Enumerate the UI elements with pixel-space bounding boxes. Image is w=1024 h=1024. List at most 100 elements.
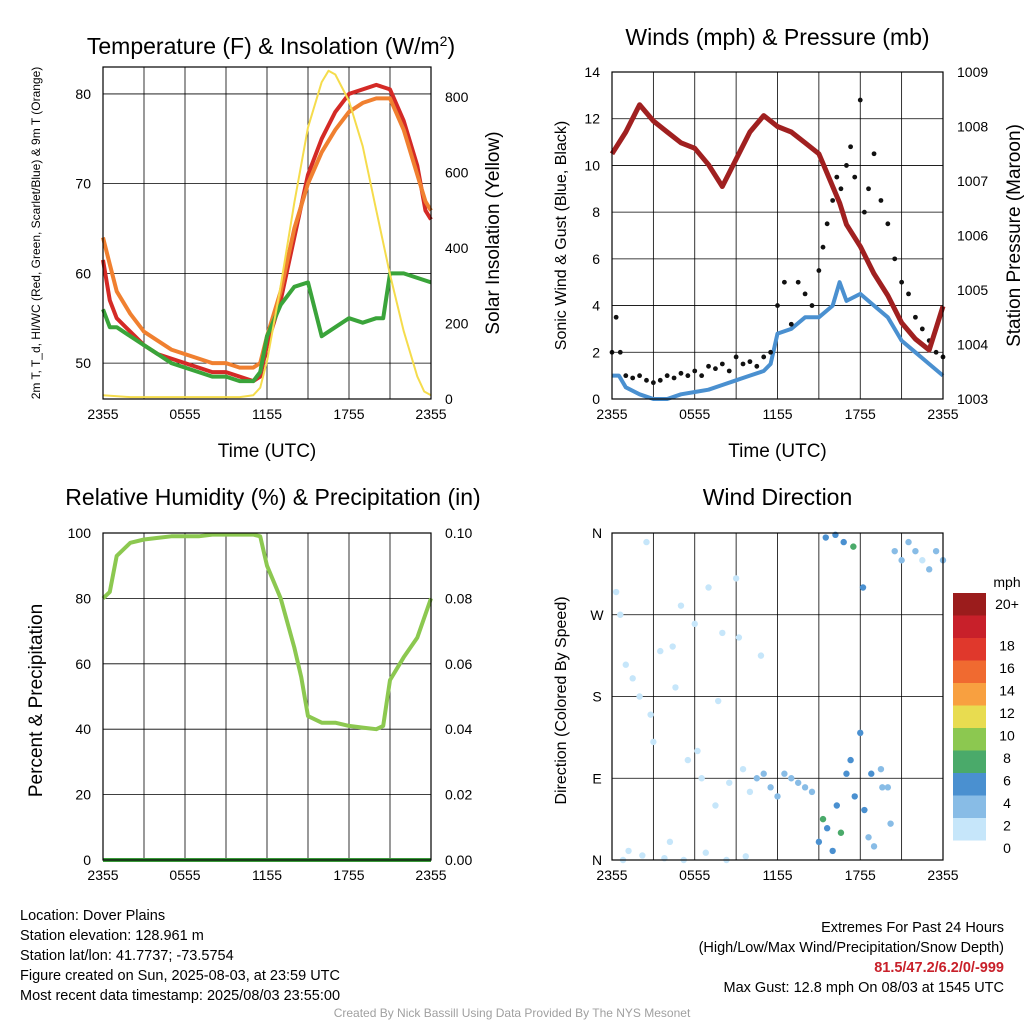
y2-tick-label: 0.06: [445, 656, 472, 672]
direction-point: [672, 684, 679, 691]
y2-tick-label: 1006: [957, 228, 988, 244]
y-tick-label: 8: [592, 204, 600, 220]
gust-point: [664, 373, 670, 379]
direction-point: [847, 756, 854, 764]
extremes-info: Extremes For Past 24 Hours (High/Low/Max…: [699, 918, 1004, 998]
y-axis-label: Direction (Colored By Speed): [553, 596, 570, 804]
y-tick-label: 2: [592, 344, 600, 360]
gust-point: [852, 174, 858, 180]
gust-point: [740, 361, 746, 367]
y-tick-label: N: [592, 852, 602, 868]
direction-point: [850, 543, 857, 550]
gust-point: [885, 221, 891, 227]
gust-point: [747, 359, 753, 365]
gust-point: [781, 279, 787, 285]
gust-point: [706, 363, 711, 369]
gust-point: [866, 186, 871, 192]
direction-point: [684, 756, 692, 764]
direction-point: [837, 829, 845, 836]
x-tick-label: 0555: [679, 867, 710, 883]
gust-point: [919, 326, 925, 332]
gust-point: [699, 373, 705, 379]
x-tick-label: 1155: [762, 867, 792, 883]
gust-point: [726, 368, 732, 374]
data-timestamp: Most recent data timestamp: 2025/08/03 2…: [20, 988, 341, 1004]
x-tick-label: 1155: [762, 406, 792, 422]
direction-point: [691, 620, 698, 628]
y-tick-label: E: [592, 770, 601, 786]
legend-swatch: [953, 615, 986, 638]
direction-point: [647, 711, 654, 718]
direction-point: [859, 584, 867, 591]
direction-point: [843, 770, 850, 777]
gust-point: [733, 354, 739, 360]
direction-point: [757, 652, 765, 659]
y2-tick-label: 0.02: [445, 787, 472, 803]
direction-point: [884, 784, 892, 791]
figure-created: Figure created on Sun, 2025-08-03, at 23…: [20, 968, 340, 984]
direction-point: [870, 843, 878, 850]
direction-point: [767, 784, 774, 791]
legend-label: 6: [1003, 773, 1011, 789]
y-axis-label: Percent & Precipitation: [26, 604, 47, 797]
y-tick-label: 0: [83, 852, 91, 868]
gust-point: [630, 375, 636, 381]
x-tick-label: 1755: [845, 406, 876, 422]
x-tick-label: 1755: [845, 867, 876, 883]
legend-swatch: [953, 638, 986, 661]
direction-point: [726, 779, 733, 786]
direction-point: [891, 547, 898, 555]
gust-point: [899, 279, 905, 285]
direction-point: [898, 557, 905, 564]
direction-point: [868, 770, 875, 777]
gust-point: [795, 279, 801, 285]
y-axis-label: Sonic Wind & Gust (Blue, Black): [553, 121, 570, 350]
legend-swatch: [953, 773, 986, 796]
legend-label: 18: [999, 638, 1015, 654]
direction-point: [815, 838, 823, 846]
direction-point: [774, 793, 781, 800]
station-elevation: Station elevation: 128.961 m: [20, 928, 204, 944]
y2-tick-label: 0.10: [445, 525, 472, 541]
y-tick-label: 80: [75, 590, 91, 606]
y2-tick-label: 0.00: [445, 852, 472, 868]
gust-point: [637, 373, 642, 379]
plot-frame: [611, 532, 944, 861]
direction-point: [840, 538, 847, 546]
x-tick-label: 0555: [169, 867, 200, 883]
gust-point: [906, 291, 911, 297]
gust-point: [848, 144, 853, 150]
gust-point: [816, 268, 822, 273]
x-axis-label: Time (UTC): [218, 441, 317, 462]
direction-point: [801, 784, 809, 791]
direction-point: [905, 538, 912, 546]
direction-point: [622, 661, 629, 668]
gust-point: [838, 186, 844, 192]
x-tick-label: 2355: [415, 406, 446, 422]
y-tick-label: 70: [75, 176, 91, 192]
direction-point: [877, 765, 885, 773]
legend-swatch: [953, 795, 986, 818]
gust-point: [617, 349, 623, 355]
direction-point: [851, 793, 858, 800]
gust-point: [857, 97, 863, 103]
direction-point: [643, 538, 650, 546]
legend-swatch: [953, 818, 986, 841]
gust-point: [830, 198, 836, 203]
gust-point: [650, 380, 656, 386]
x-tick-label: 2355: [927, 406, 958, 422]
gust-point: [692, 368, 698, 374]
direction-point: [829, 847, 836, 855]
legend-label: 20+: [995, 596, 1019, 612]
gust-point: [834, 174, 840, 180]
legend-label: 4: [1003, 795, 1011, 811]
direction-point: [714, 697, 722, 705]
plot-frame: [102, 66, 432, 400]
series-line-solar-insolation: [102, 69, 432, 399]
y2-tick-label: 400: [445, 240, 469, 256]
x-tick-label: 1755: [333, 867, 364, 883]
direction-point: [698, 775, 705, 782]
legend-label: 2: [1003, 818, 1011, 834]
y2-axis-label: Solar Insolation (Yellow): [483, 131, 504, 334]
gust-point: [788, 321, 794, 327]
